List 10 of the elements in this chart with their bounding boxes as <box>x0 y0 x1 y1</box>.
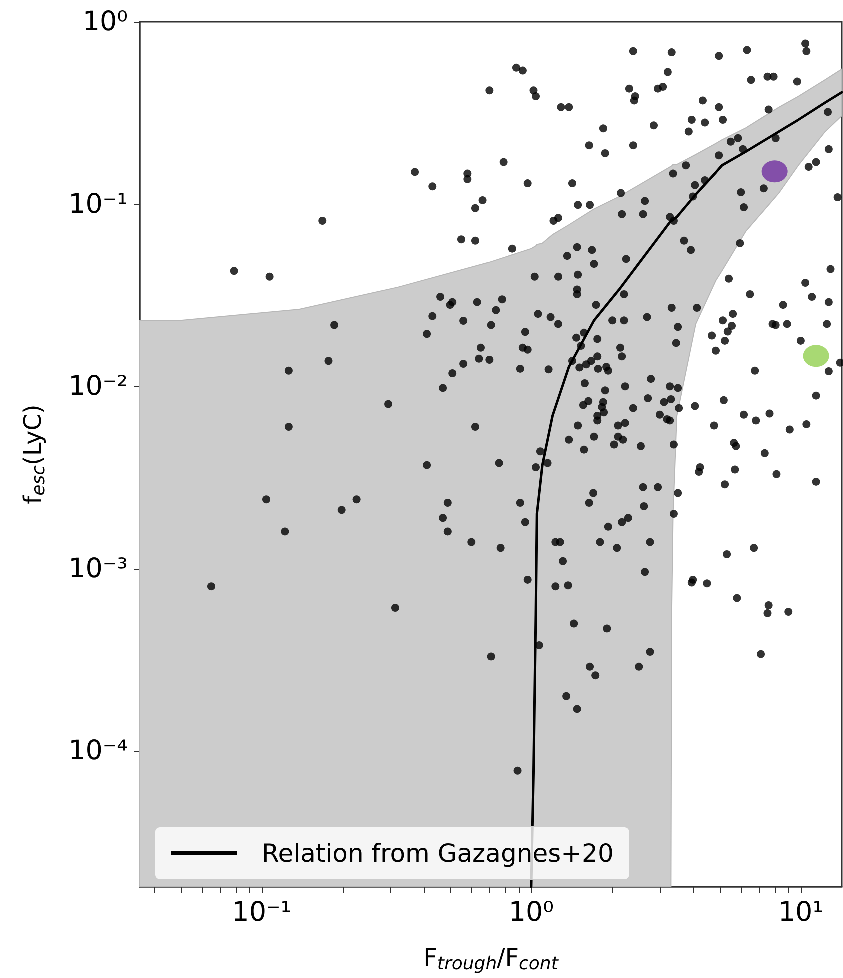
y-tick-label: 10⁰ <box>82 6 128 38</box>
y-tick-label: 10⁻⁴ <box>68 736 128 767</box>
legend-label: Relation from Gazagnes+20 <box>262 839 614 868</box>
y-tick-label: 10⁻¹ <box>68 188 128 220</box>
y-axis-title: fesc(LyC) <box>19 404 50 504</box>
y-tick-label: 10⁻³ <box>68 553 128 584</box>
y-tick-label: 10⁻² <box>68 371 128 402</box>
x-tick-label: 10⁻¹ <box>232 897 292 928</box>
x-tick-label: 10⁰ <box>508 897 554 928</box>
x-tick-label: 10¹ <box>778 897 824 928</box>
